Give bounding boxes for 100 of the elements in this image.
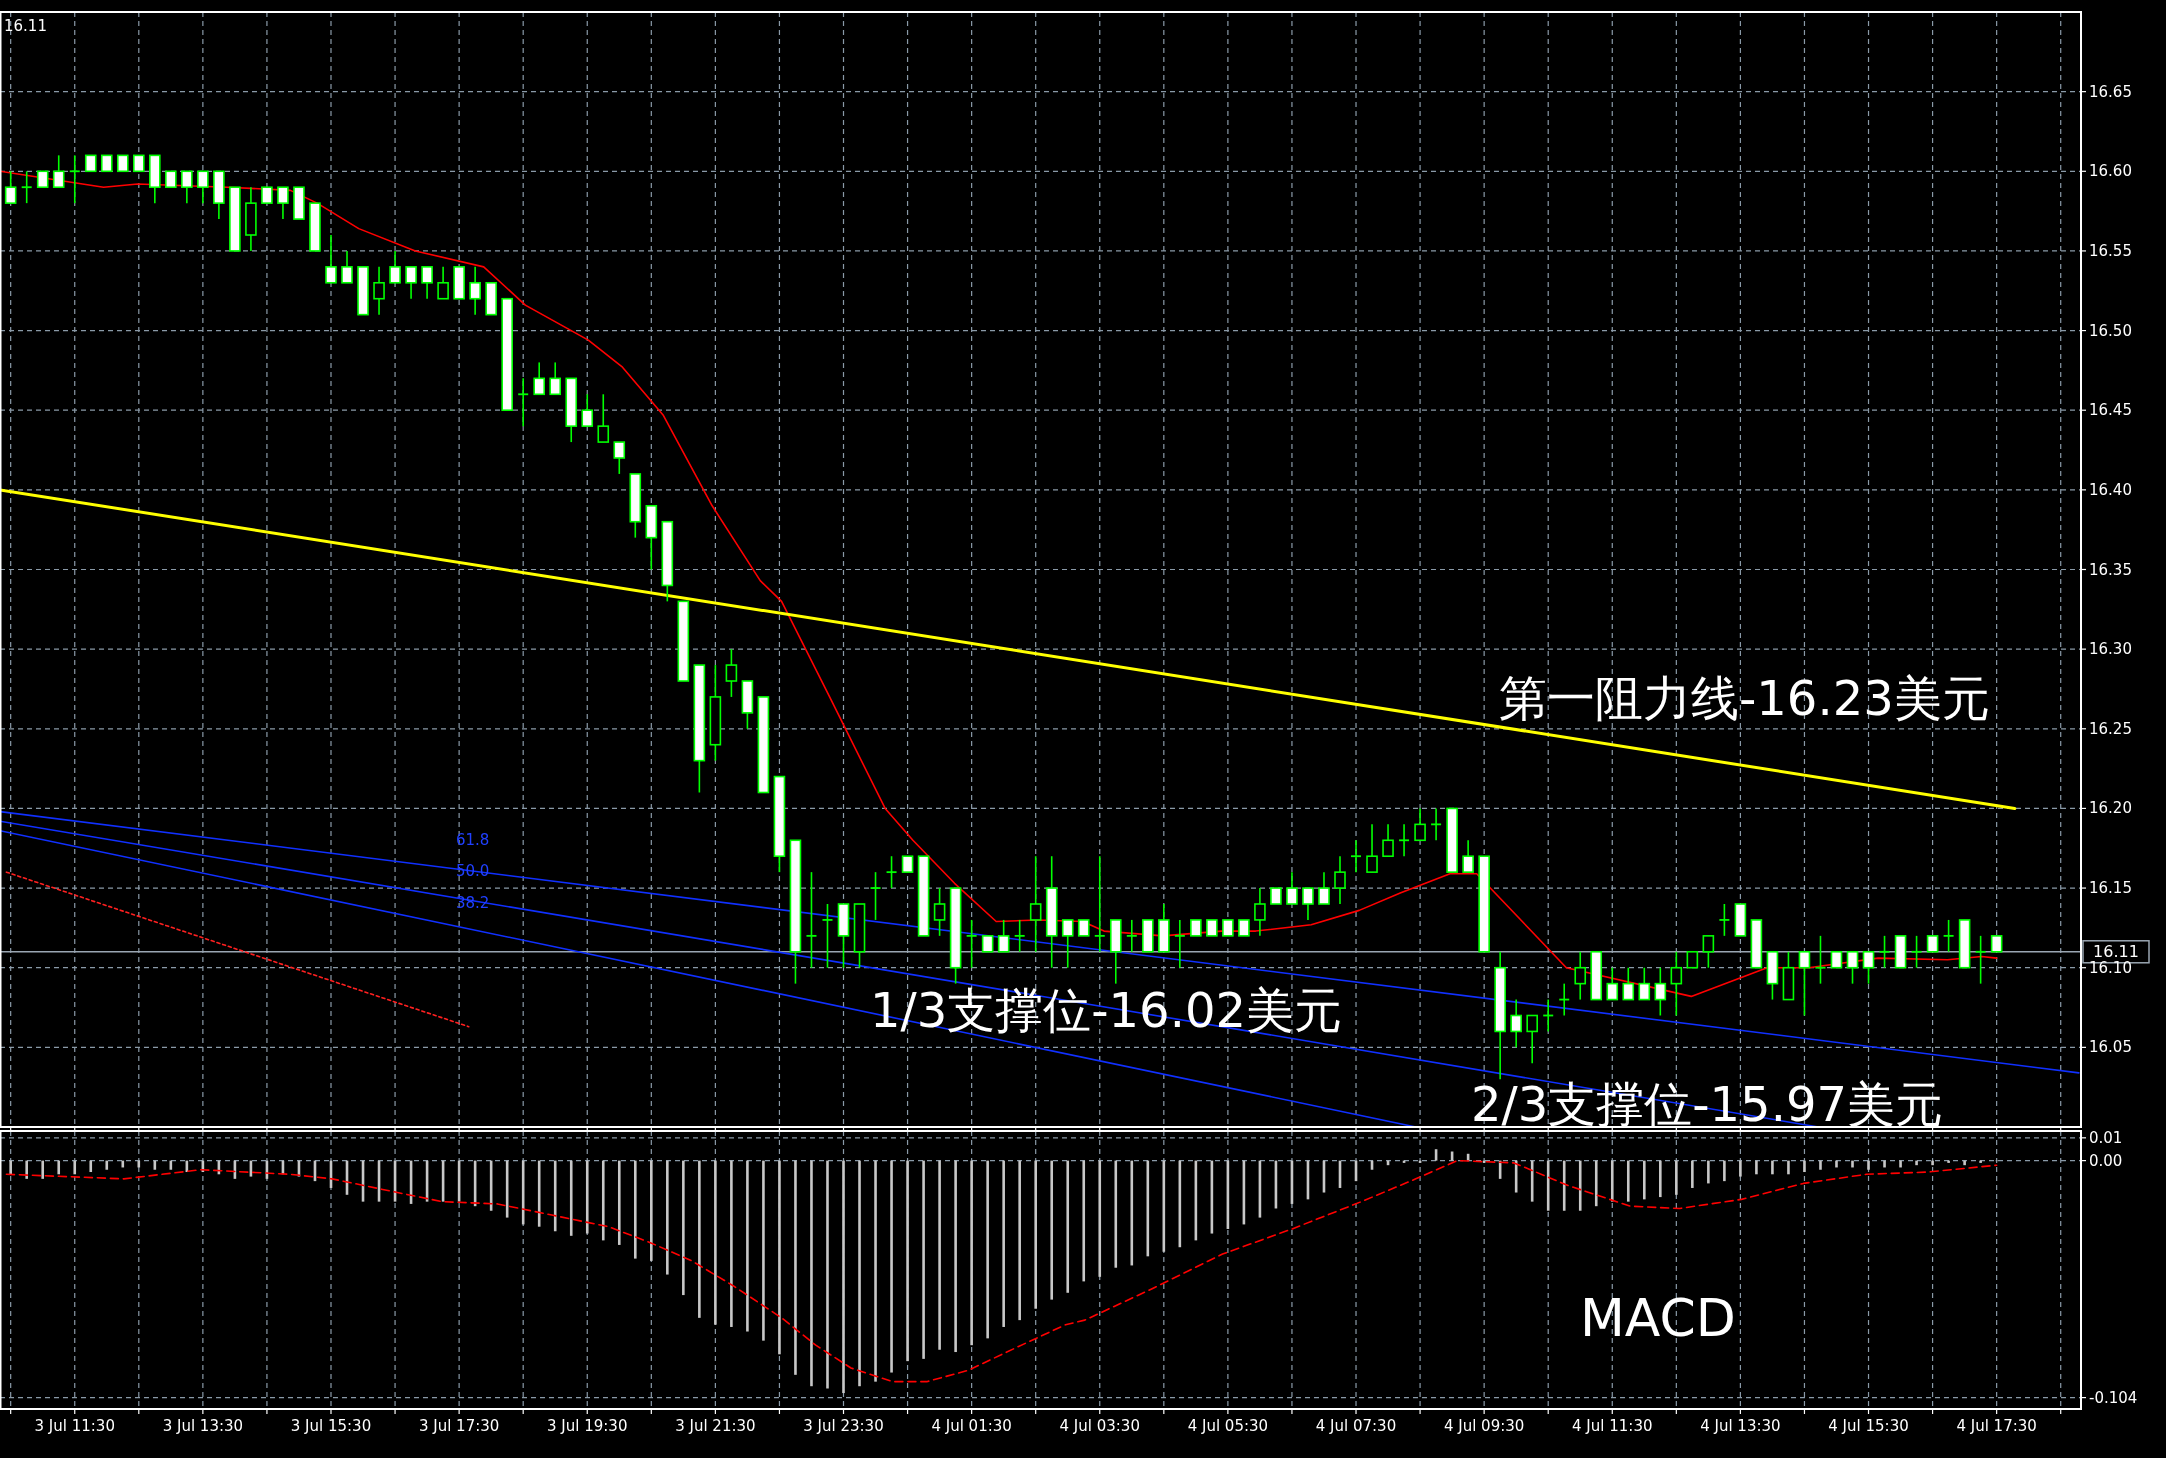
candlestick [1430,807,1442,842]
bar [1771,1160,1774,1175]
x-tick-label: 4 Jul 17:30 [1956,1417,2037,1435]
bar [810,1160,813,1387]
bar [890,1160,893,1373]
bar [1034,1160,1037,1309]
bar [1594,1160,1598,1207]
x-tick-label: 4 Jul 15:30 [1828,1417,1909,1435]
candlestick [405,266,417,300]
candlestick [1622,966,1635,1001]
bar [1610,1160,1614,1202]
bar [1066,1160,1070,1293]
bar [730,1160,733,1327]
candlestick [965,919,978,969]
candlestick [613,441,626,475]
annotation: 61.8 [456,831,490,849]
candlestick [1093,855,1106,953]
bar [1675,1160,1678,1195]
annotation: MACD [1580,1288,1736,1348]
x-tick-label: 4 Jul 03:30 [1059,1417,1140,1435]
candlestick [1382,823,1394,858]
y-tick-label: 16.65 [2089,82,2132,101]
candlestick [1414,807,1426,842]
bar [1915,1160,1918,1166]
y-tick-label: 16.05 [2089,1038,2132,1057]
bar [938,1160,941,1350]
candlestick [1670,950,1683,1017]
bar [601,1160,605,1241]
candlestick [869,871,882,921]
bar [1883,1160,1886,1168]
candlestick [1318,871,1330,905]
candlestick [1862,950,1875,985]
candlestick [821,903,834,969]
y-tick-label: 16.25 [2089,719,2132,738]
y-tick-label: 16.40 [2089,480,2132,499]
bar [1979,1160,1982,1163]
y-tick-label: 16.60 [2089,162,2132,181]
candlestick [1814,935,1827,985]
bar [1018,1160,1021,1321]
candlestick [933,887,946,937]
bar [1643,1160,1646,1200]
candlestick [181,170,193,204]
bar [41,1160,45,1179]
annotation: 第一阻力线-16.23美元 [1499,670,1990,726]
bar [1819,1160,1822,1170]
bar [1114,1160,1118,1268]
bar [1787,1160,1790,1175]
bar [9,1160,12,1175]
bar [1098,1160,1102,1277]
bar [714,1160,717,1325]
bar [89,1160,93,1173]
bar [1867,1160,1870,1170]
x-tick-label: 4 Jul 07:30 [1315,1417,1397,1435]
bar [1947,1160,1950,1163]
candlestick [1462,839,1474,873]
bar [57,1160,61,1175]
bar [858,1160,861,1387]
candlestick [1942,919,1955,953]
candlestick [1606,966,1619,1001]
candlestick [1398,823,1410,858]
bar [617,1160,621,1245]
bar [1899,1160,1902,1168]
candlestick [549,361,562,396]
y-tick-label: 0.01 [2089,1128,2123,1147]
bar [778,1160,781,1355]
candlestick [1366,823,1378,873]
bar [698,1160,701,1318]
bar [1659,1160,1662,1198]
bar [874,1160,877,1382]
bar [105,1160,109,1170]
bar [585,1160,589,1234]
x-tick-label: 3 Jul 15:30 [290,1417,372,1435]
candlestick [725,648,738,698]
candlestick [469,266,481,316]
bar [537,1160,541,1227]
x-tick-label: 4 Jul 13:30 [1700,1417,1781,1435]
bar [1931,1160,1934,1166]
candlestick [1638,966,1651,1001]
bar [1739,1160,1742,1177]
x-tick-label: 4 Jul 05:30 [1187,1417,1269,1435]
candlestick [1286,871,1298,905]
x-tick-label: 4 Jul 01:30 [931,1417,1012,1435]
bar [1050,1160,1054,1300]
x-tick-label: 3 Jul 19:30 [547,1417,628,1435]
candlestick [1334,855,1346,905]
bar [1707,1160,1710,1184]
candlestick [325,234,337,284]
annotation: 16.11 [4,17,47,35]
bar [1723,1160,1726,1182]
candlestick [197,170,209,204]
candlestick [885,855,898,889]
y-tick-label: 16.35 [2089,560,2132,579]
bar [73,1160,77,1175]
bar [1803,1160,1806,1173]
candlestick [20,170,33,204]
candlestick [4,170,17,204]
candlestick [997,919,1010,953]
candlestick [1718,903,1731,937]
bar [1755,1160,1758,1175]
candlestick [1013,919,1026,953]
